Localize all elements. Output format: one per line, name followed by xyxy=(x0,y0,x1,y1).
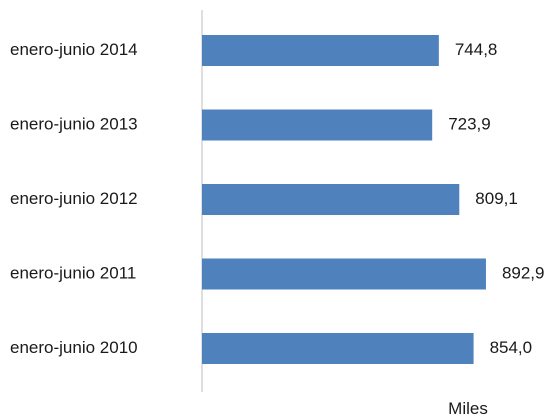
bar xyxy=(202,109,433,141)
category-label: enero-junio 2013 xyxy=(10,114,138,133)
data-label: 854,0 xyxy=(490,338,533,357)
category-label: enero-junio 2011 xyxy=(10,263,136,282)
data-label: 744,8 xyxy=(455,40,498,59)
bar xyxy=(202,35,439,66)
bars xyxy=(202,35,486,364)
data-label: 809,1 xyxy=(475,189,518,208)
category-label: enero-junio 2010 xyxy=(10,338,138,357)
bar xyxy=(202,258,486,290)
category-label: enero-junio 2014 xyxy=(10,40,138,59)
axis-unit-label: Miles xyxy=(448,399,488,418)
bar xyxy=(202,333,474,364)
bar xyxy=(202,184,460,215)
data-label: 892,9 xyxy=(502,263,545,282)
category-labels: enero-junio 2014 enero-junio 2013 enero-ju… xyxy=(10,40,138,357)
value-labels: 744,8 723,9 809,1 892,9 854,0 xyxy=(448,40,544,357)
category-label: enero-junio 2012 xyxy=(10,189,138,208)
data-label: 723,9 xyxy=(448,114,491,133)
